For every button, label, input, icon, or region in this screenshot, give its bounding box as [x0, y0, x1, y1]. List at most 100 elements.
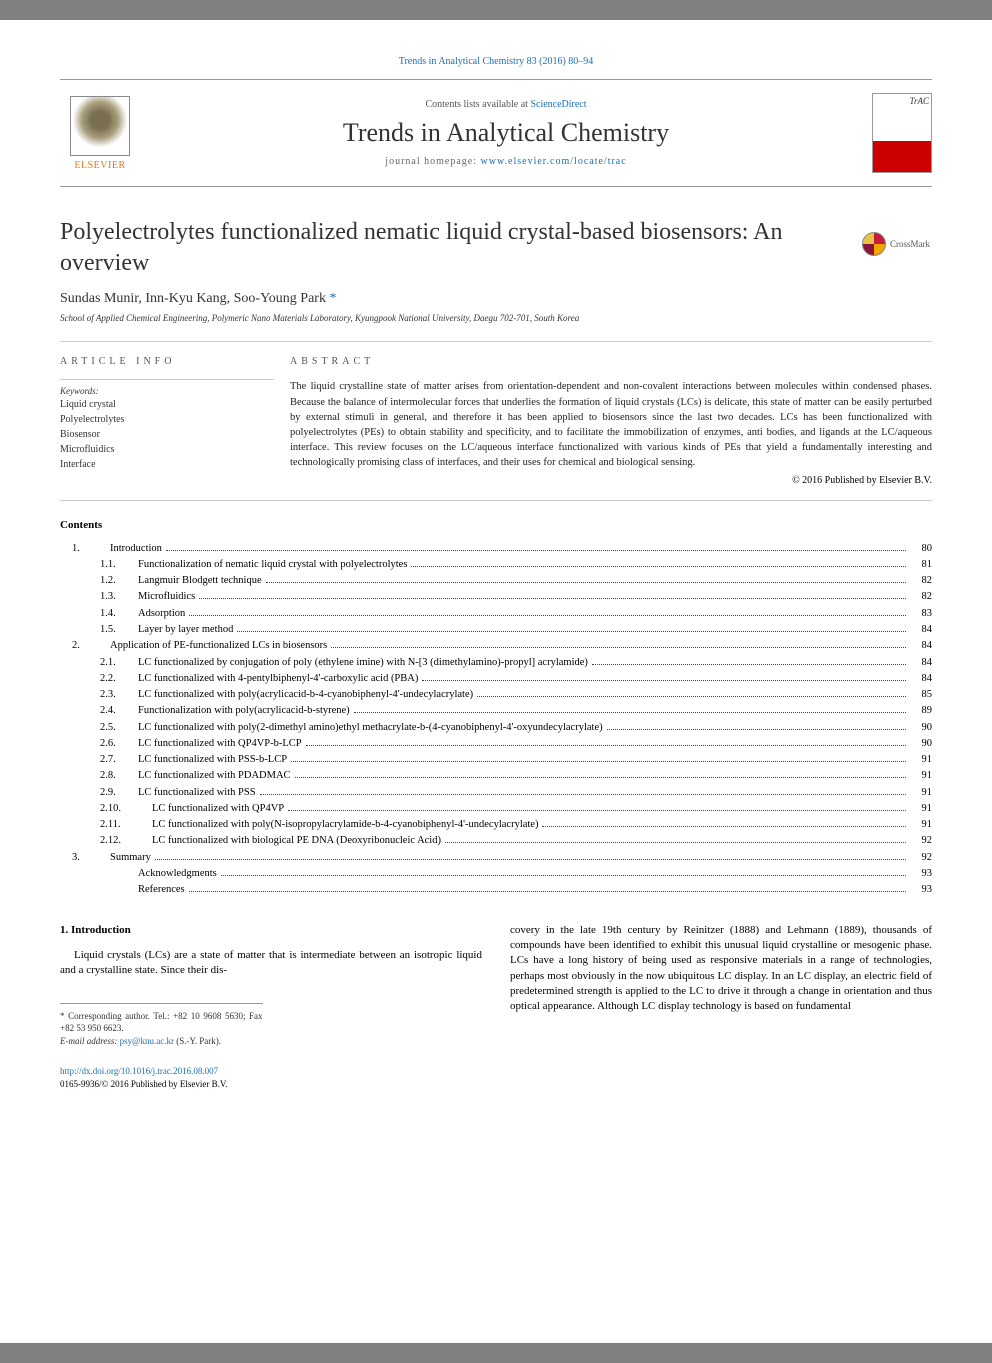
toc-row[interactable]: Acknowledgments 93: [60, 866, 932, 882]
body-paragraph: covery in the late 19th century by Reini…: [510, 923, 932, 1015]
toc-page-number: 93: [910, 882, 932, 898]
toc-number: 1.1.: [60, 557, 138, 573]
author-list: Sundas Munir, Inn-Kyu Kang, Soo-Young Pa…: [60, 291, 932, 307]
toc-title: References: [138, 882, 185, 898]
toc-title: LC functionalized with PSS: [138, 785, 256, 801]
toc-number: 2.8.: [60, 768, 138, 784]
toc-title: Microfluidics: [138, 589, 195, 605]
toc-page-number: 85: [910, 687, 932, 703]
toc-title: Introduction: [110, 541, 162, 557]
toc-number: 2.4.: [60, 703, 138, 719]
toc-title: Acknowledgments: [138, 866, 217, 882]
toc-page-number: 89: [910, 703, 932, 719]
journal-title: Trends in Analytical Chemistry: [140, 118, 872, 148]
toc-row[interactable]: 1.4.Adsorption83: [60, 606, 932, 622]
toc-number: 3.: [60, 850, 110, 866]
toc-page-number: 90: [910, 720, 932, 736]
toc-number: 2.2.: [60, 671, 138, 687]
toc-page-number: 91: [910, 768, 932, 784]
toc-page-number: 82: [910, 589, 932, 605]
toc-list: 1.Introduction801.1.Functionalization of…: [60, 541, 932, 899]
email-suffix: (S.-Y. Park).: [174, 1036, 221, 1046]
copyright-line: © 2016 Published by Elsevier B.V.: [290, 475, 932, 486]
citation-header: Trends in Analytical Chemistry 83 (2016)…: [60, 56, 932, 67]
toc-row[interactable]: 2.11.LC functionalized with poly(N-isopr…: [60, 817, 932, 833]
sciencedirect-link[interactable]: ScienceDirect: [530, 99, 586, 110]
toc-page-number: 91: [910, 801, 932, 817]
table-of-contents: Contents 1.Introduction801.1.Functionali…: [60, 519, 932, 899]
toc-title: Langmuir Blodgett technique: [138, 573, 262, 589]
email-label: E-mail address:: [60, 1036, 117, 1046]
toc-row[interactable]: 1.1.Functionalization of nematic liquid …: [60, 557, 932, 573]
toc-row[interactable]: 2.Application of PE-functionalized LCs i…: [60, 638, 932, 654]
toc-leader-dots: [237, 631, 906, 632]
toc-leader-dots: [291, 761, 906, 762]
keyword-item: Interface: [60, 458, 274, 472]
keywords-list: Liquid crystalPolyelectrolytesBiosensorM…: [60, 398, 274, 472]
journal-cover-thumbnail[interactable]: [872, 93, 932, 173]
toc-leader-dots: [189, 615, 906, 616]
toc-page-number: 91: [910, 785, 932, 801]
toc-page-number: 84: [910, 671, 932, 687]
toc-number: 2.: [60, 638, 110, 654]
authors-text: Sundas Munir, Inn-Kyu Kang, Soo-Young Pa…: [60, 291, 326, 306]
toc-row[interactable]: 1.5.Layer by layer method84: [60, 622, 932, 638]
corresponding-footnote: * Corresponding author. Tel.: +82 10 960…: [60, 1010, 263, 1035]
crossmark-badge[interactable]: CrossMark: [862, 230, 932, 258]
toc-row[interactable]: 2.2.LC functionalized with 4-pentylbiphe…: [60, 671, 932, 687]
toc-row[interactable]: 2.1.LC functionalized by conjugation of …: [60, 655, 932, 671]
toc-row[interactable]: 1.2.Langmuir Blodgett technique82: [60, 573, 932, 589]
toc-page-number: 92: [910, 850, 932, 866]
toc-leader-dots: [411, 566, 906, 567]
article-info-label: ARTICLE INFO: [60, 356, 274, 367]
toc-row[interactable]: 2.6.LC functionalized with QP4VP-b-LCP90: [60, 736, 932, 752]
toc-row[interactable]: 3.Summary92: [60, 850, 932, 866]
toc-leader-dots: [295, 777, 906, 778]
toc-leader-dots: [166, 550, 906, 551]
toc-row[interactable]: 2.5.LC functionalized with poly(2-dimeth…: [60, 720, 932, 736]
toc-row[interactable]: 2.7.LC functionalized with PSS-b-LCP91: [60, 752, 932, 768]
section-heading-introduction: 1. Introduction: [60, 923, 482, 938]
toc-leader-dots: [607, 729, 906, 730]
toc-title: LC functionalized with PSS-b-LCP: [138, 752, 287, 768]
toc-number: 1.5.: [60, 622, 138, 638]
affiliation: School of Applied Chemical Engineering, …: [60, 313, 932, 323]
corresponding-email-link[interactable]: psy@knu.ac.kr: [120, 1036, 174, 1046]
toc-page-number: 84: [910, 638, 932, 654]
contents-available-line: Contents lists available at ScienceDirec…: [140, 99, 872, 110]
doi-link[interactable]: http://dx.doi.org/10.1016/j.trac.2016.08…: [60, 1066, 218, 1076]
toc-number: 1.: [60, 541, 110, 557]
toc-number: 1.2.: [60, 573, 138, 589]
toc-row[interactable]: 2.12.LC functionalized with biological P…: [60, 833, 932, 849]
body-paragraph: Liquid crystals (LCs) are a state of mat…: [60, 948, 482, 979]
toc-number: 2.5.: [60, 720, 138, 736]
toc-row[interactable]: 2.10.LC functionalized with QP4VP91: [60, 801, 932, 817]
toc-title: LC functionalized with poly(acrylicacid-…: [138, 687, 473, 703]
toc-number: 2.3.: [60, 687, 138, 703]
toc-row[interactable]: 2.3.LC functionalized with poly(acrylica…: [60, 687, 932, 703]
article-page: Trends in Analytical Chemistry 83 (2016)…: [0, 20, 992, 1343]
toc-page-number: 80: [910, 541, 932, 557]
publisher-logo[interactable]: ELSEVIER: [60, 88, 140, 178]
keyword-item: Biosensor: [60, 428, 274, 442]
body-column-left: 1. Introduction Liquid crystals (LCs) ar…: [60, 923, 482, 1091]
toc-row[interactable]: 1.Introduction 80: [60, 541, 932, 557]
toc-page-number: 91: [910, 817, 932, 833]
toc-number: 2.10.: [60, 801, 152, 817]
keywords-label: Keywords:: [60, 379, 274, 396]
info-abstract-row: ARTICLE INFO Keywords: Liquid crystalPol…: [60, 341, 932, 500]
toc-title: Functionalization of nematic liquid crys…: [138, 557, 407, 573]
body-columns: 1. Introduction Liquid crystals (LCs) ar…: [60, 923, 932, 1091]
toc-row[interactable]: 2.9.LC functionalized with PSS91: [60, 785, 932, 801]
toc-leader-dots: [354, 712, 906, 713]
toc-row[interactable]: References 93: [60, 882, 932, 898]
toc-row[interactable]: 2.8.LC functionalized with PDADMAC91: [60, 768, 932, 784]
toc-leader-dots: [266, 582, 906, 583]
toc-page-number: 93: [910, 866, 932, 882]
toc-row[interactable]: 1.3.Microfluidics82: [60, 589, 932, 605]
journal-homepage-link[interactable]: www.elsevier.com/locate/trac: [481, 156, 627, 167]
toc-page-number: 92: [910, 833, 932, 849]
toc-title: Adsorption: [138, 606, 185, 622]
toc-row[interactable]: 2.4.Functionalization with poly(acrylica…: [60, 703, 932, 719]
body-column-right: covery in the late 19th century by Reini…: [510, 923, 932, 1091]
